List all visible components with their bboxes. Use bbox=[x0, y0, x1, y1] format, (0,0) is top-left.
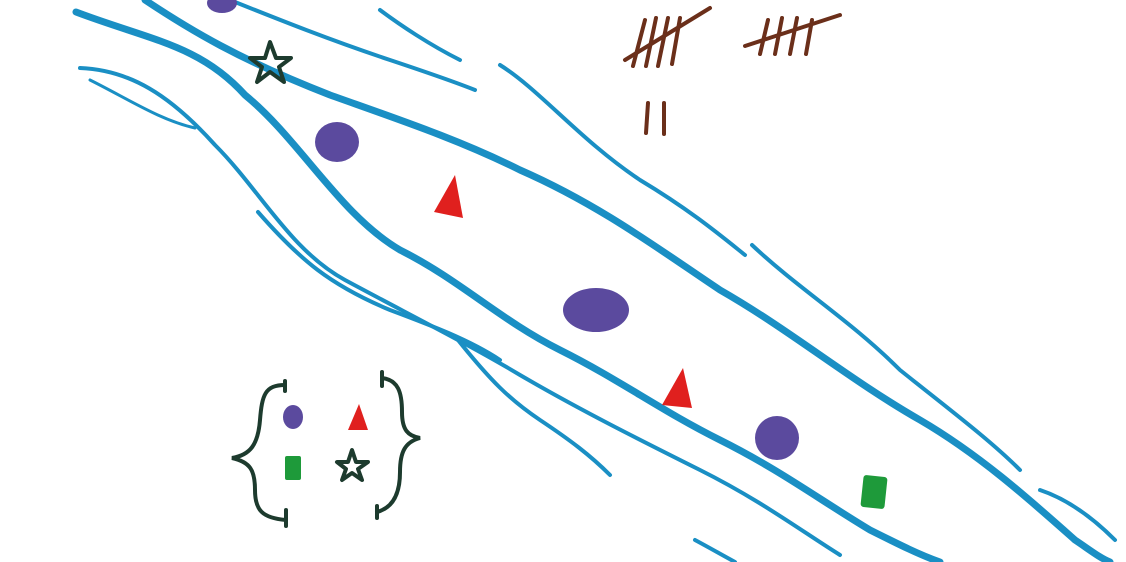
river-bank-outer-right-3 bbox=[498, 63, 747, 257]
river-bank-inner-right bbox=[141, 0, 1114, 562]
legend-red-triangle-icon bbox=[348, 404, 368, 430]
tally-extra-marks bbox=[644, 101, 666, 136]
river-bank-outer-right-4 bbox=[750, 243, 1022, 472]
legend bbox=[231, 370, 421, 528]
river-bank-outer-right-1 bbox=[228, 0, 477, 92]
tally-group-1 bbox=[623, 6, 712, 68]
purple-circle-icon bbox=[563, 288, 629, 332]
green-star-icon bbox=[248, 40, 293, 84]
purple-circle-icon bbox=[755, 416, 799, 460]
tally-group-2 bbox=[743, 13, 842, 56]
river-bank-outer-left-3 bbox=[456, 338, 612, 477]
purple-circle-icon bbox=[207, 0, 237, 13]
red-triangle-icon bbox=[662, 368, 692, 408]
tally-marks bbox=[623, 6, 842, 136]
river-bank-outer-left-5 bbox=[88, 78, 197, 130]
legend-green-star-icon bbox=[335, 448, 370, 482]
river-bank-outer-right-2 bbox=[378, 8, 462, 62]
river-bank-outer-left-4 bbox=[693, 538, 737, 562]
purple-circle-icon bbox=[315, 122, 359, 162]
green-rectangle-icon bbox=[860, 475, 888, 509]
river-bank-outer-right-5 bbox=[1038, 488, 1117, 542]
left-curly-brace bbox=[231, 383, 288, 522]
river-bank-inner-left bbox=[72, 8, 944, 562]
river bbox=[72, 0, 1117, 562]
red-triangle-icon bbox=[434, 175, 463, 218]
river-objects bbox=[207, 0, 888, 509]
legend-purple-circle-icon bbox=[283, 405, 303, 429]
river-bank-outer-left-2 bbox=[256, 210, 502, 362]
legend-green-rectangle-icon bbox=[285, 456, 301, 480]
right-curly-brace bbox=[375, 376, 421, 514]
